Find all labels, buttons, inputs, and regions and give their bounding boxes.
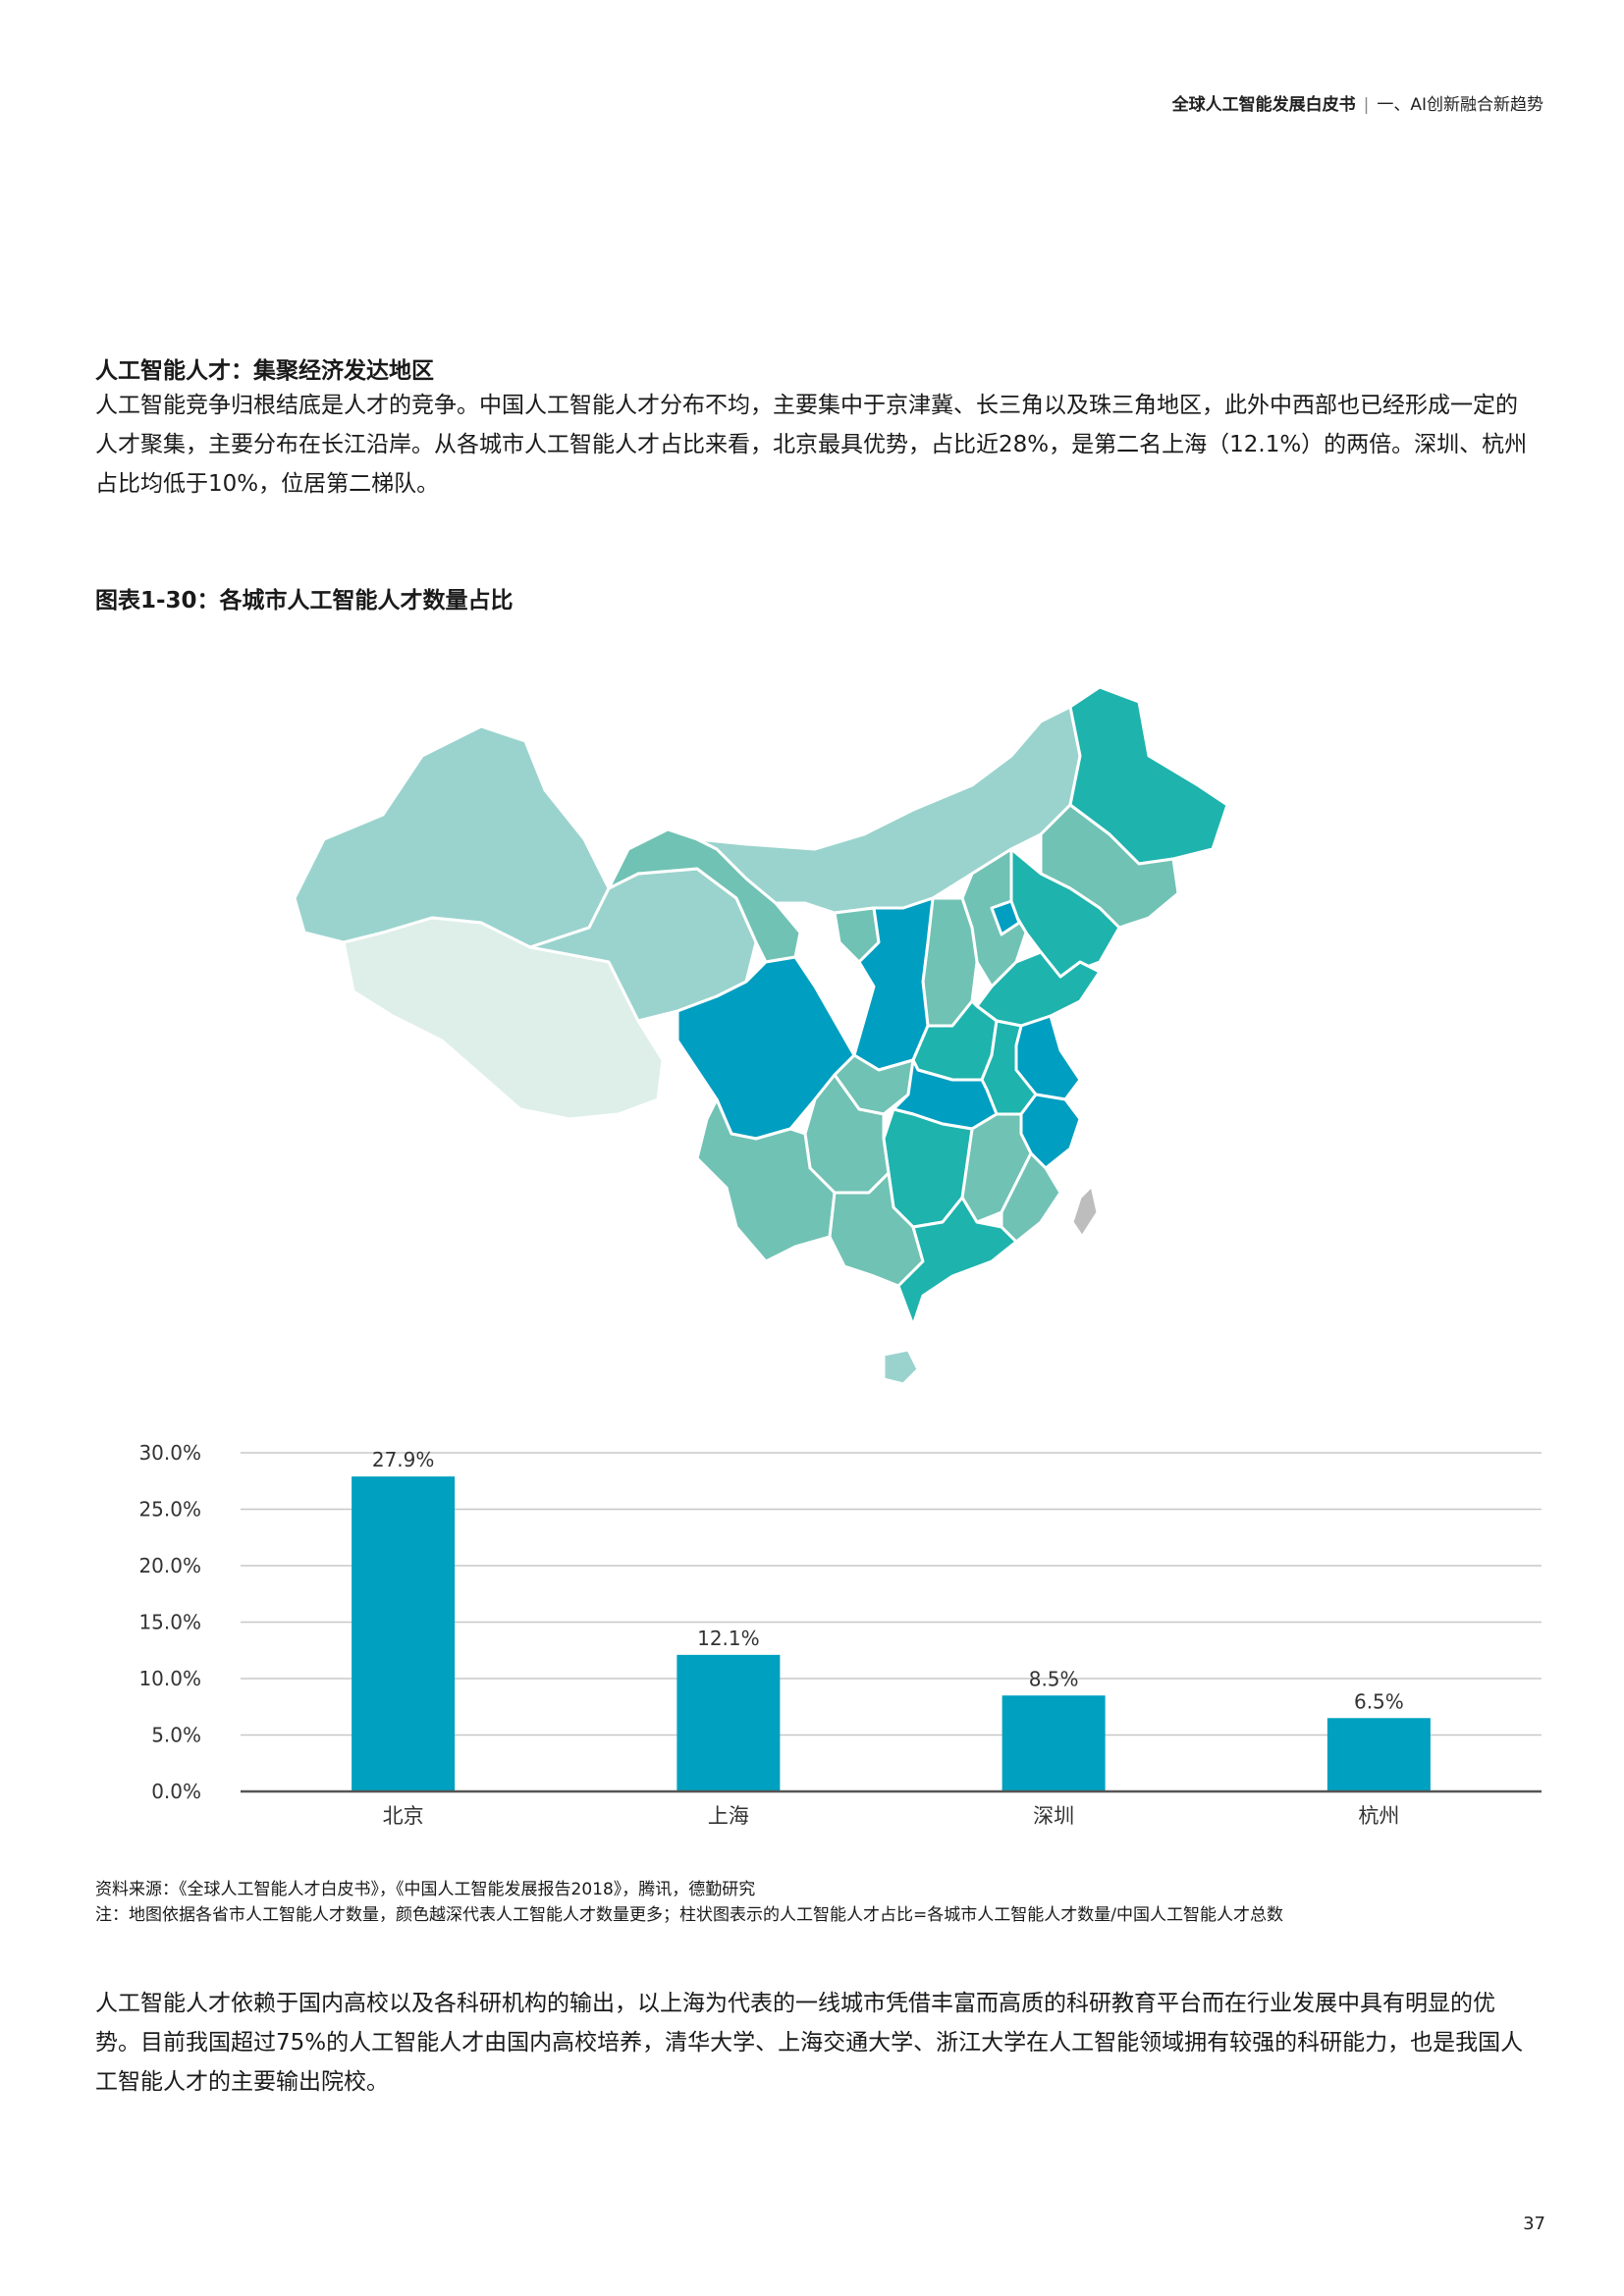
chart-value-label: 8.5% <box>1029 1667 1079 1690</box>
chart-x-tick-label: 杭州 <box>1358 1804 1399 1828</box>
chart-x-tick-label: 上海 <box>708 1804 749 1828</box>
page-number: 37 <box>1523 2214 1545 2234</box>
header-separator: | <box>1363 95 1370 115</box>
header-doc-title: 全球人工智能发展白皮书 <box>1171 95 1356 115</box>
map-region-jilin <box>1039 803 1180 930</box>
chart-bar <box>1326 1718 1431 1791</box>
chart-y-tick-label: 25.0% <box>138 1498 201 1522</box>
chart-value-label: 12.1% <box>697 1627 760 1650</box>
chart-bar <box>1001 1695 1106 1791</box>
map-region-guangdong <box>896 1196 1018 1327</box>
chart-bar <box>352 1476 456 1791</box>
section-title: 人工智能人才：集聚经济发达地区 <box>95 358 434 384</box>
map-region-hainan <box>882 1348 920 1386</box>
header-chapter: 一、AI创新融合新趋势 <box>1377 95 1543 115</box>
body-paragraph: 人工智能人才依赖于国内高校以及各科研机构的输出，以上海为代表的一线城市凭借丰富而… <box>95 1991 1524 2095</box>
running-header: 全球人工智能发展白皮书 | 一、AI创新融合新趋势 <box>1172 90 1543 115</box>
chart-y-axis: 0.0% 5.0% 10.0% 15.0% 20.0% 25.0% 30.0% <box>138 1441 201 1803</box>
chart-y-tick-label: 30.0% <box>138 1441 201 1465</box>
chart-value-label: 6.5% <box>1354 1689 1404 1713</box>
chart-y-tick-label: 0.0% <box>151 1780 201 1803</box>
map-note: 注：地图依据各省市人工智能人才数量，颜色越深代表人工智能人才数量更多；柱状图表示… <box>95 1905 1283 1925</box>
source-note: 资料来源：《全球人工智能人才白皮书》，《中国人工智能发展报告2018》，腾讯，德… <box>95 1880 756 1899</box>
chart-bars: 27.9% 12.1% 8.5% 6.5% <box>352 1448 1431 1791</box>
chart-x-axis: 北京 上海 深圳 杭州 <box>241 1789 1542 1828</box>
map-region-gansu <box>607 828 802 964</box>
chart-y-tick-label: 10.0% <box>138 1667 201 1690</box>
chart-gridlines <box>241 1452 1542 1736</box>
china-talent-map <box>293 685 1227 1386</box>
city-talent-bar-chart: 0.0% 5.0% 10.0% 15.0% 20.0% 25.0% 30.0% 27.9% 1… <box>138 1441 1542 1828</box>
map-region-tibet <box>342 916 665 1121</box>
map-region-beijing <box>990 899 1021 936</box>
chart-x-tick-label: 深圳 <box>1033 1804 1074 1828</box>
figure-notes: 资料来源：《全球人工智能人才白皮书》，《中国人工智能发展报告2018》，腾讯，德… <box>95 1877 1283 1928</box>
chart-y-tick-label: 15.0% <box>138 1611 201 1634</box>
intro-paragraph: 人工智能竞争归根结底是人才的竞争。中国人工智能人才分布不均，主要集中于京津冀、长… <box>95 393 1528 497</box>
map-region-taiwan <box>1070 1184 1100 1239</box>
figure-title: 图表1-30：各城市人工智能人才数量占比 <box>95 588 514 614</box>
chart-y-tick-label: 5.0% <box>151 1724 201 1747</box>
chart-value-label: 27.9% <box>372 1448 435 1471</box>
chart-x-tick-label: 北京 <box>383 1804 424 1828</box>
chart-y-tick-label: 20.0% <box>138 1554 201 1577</box>
map-region-xinjiang <box>293 724 611 949</box>
chart-bar <box>677 1654 781 1791</box>
